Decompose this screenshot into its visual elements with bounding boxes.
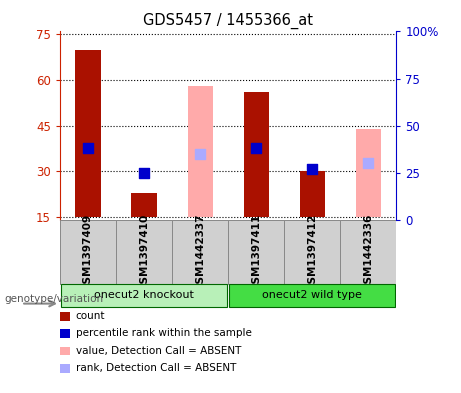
Point — [253, 145, 260, 152]
Text: onecut2 wild type: onecut2 wild type — [262, 290, 362, 300]
Text: onecut2 knockout: onecut2 knockout — [94, 290, 194, 300]
Point — [84, 145, 92, 152]
Bar — [131, 193, 157, 217]
Bar — [300, 171, 325, 217]
FancyBboxPatch shape — [228, 220, 284, 285]
Text: value, Detection Call = ABSENT: value, Detection Call = ABSENT — [76, 345, 241, 356]
Title: GDS5457 / 1455366_at: GDS5457 / 1455366_at — [143, 13, 313, 29]
FancyBboxPatch shape — [116, 220, 172, 285]
Text: GSM1397409: GSM1397409 — [83, 214, 93, 291]
FancyBboxPatch shape — [229, 284, 396, 307]
Text: GSM1397410: GSM1397410 — [139, 214, 149, 291]
Bar — [188, 86, 213, 217]
FancyBboxPatch shape — [284, 220, 340, 285]
FancyBboxPatch shape — [172, 220, 228, 285]
FancyBboxPatch shape — [61, 284, 227, 307]
FancyBboxPatch shape — [340, 220, 396, 285]
Text: GSM1442337: GSM1442337 — [195, 214, 205, 291]
Text: GSM1397412: GSM1397412 — [307, 214, 317, 291]
Text: rank, Detection Call = ABSENT: rank, Detection Call = ABSENT — [76, 363, 236, 373]
FancyBboxPatch shape — [60, 220, 116, 285]
Point — [196, 151, 204, 157]
Text: percentile rank within the sample: percentile rank within the sample — [76, 328, 252, 338]
Point — [309, 166, 316, 172]
Text: count: count — [76, 311, 105, 321]
Point — [365, 160, 372, 167]
Text: genotype/variation: genotype/variation — [5, 294, 104, 305]
Bar — [356, 129, 381, 217]
Text: GSM1442336: GSM1442336 — [363, 214, 373, 291]
Bar — [243, 92, 269, 217]
Bar — [75, 50, 100, 217]
Text: GSM1397411: GSM1397411 — [251, 214, 261, 291]
Point — [140, 170, 148, 176]
